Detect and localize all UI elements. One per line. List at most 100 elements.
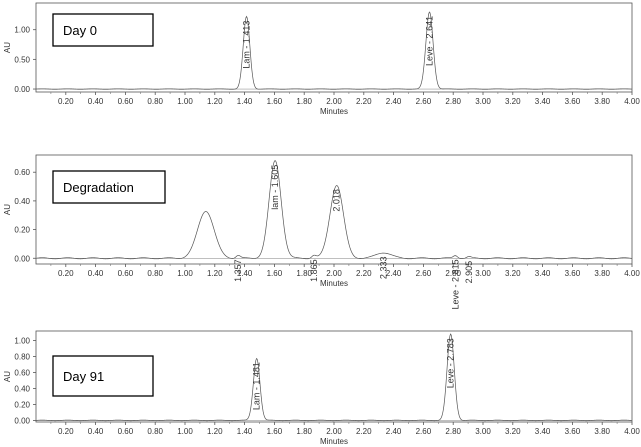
chart-panel: 0.00 0.20 0.40 0.60 0.80 1.00 0.20 0.40 0.60 0.80…: [3, 330, 640, 446]
y-tick-label: 0.60: [14, 168, 30, 177]
x-tick-label: 2.20: [356, 427, 372, 436]
chart-panel: 0.00 0.50 1.00 0.20 0.40 0.60 0.80 1.00 1.20 1.40…: [3, 2, 640, 116]
x-tick-label: 3.20: [505, 269, 521, 278]
x-tick-label: 3.60: [565, 269, 581, 278]
chart-panel: 0.00 0.20 0.40 0.60 0.20 0.40 0.60 0.80 1.00 1.20…: [3, 154, 640, 309]
chromatogram-trace: [35, 160, 633, 260]
x-tick-label: 4.00: [624, 427, 640, 436]
x-tick-label: 3.40: [535, 269, 551, 278]
x-tick-label: 3.00: [475, 427, 491, 436]
x-tick-label: 2.20: [356, 269, 372, 278]
y-tick-label: 0.00: [14, 416, 30, 425]
peak-label: 1.357: [233, 259, 243, 282]
x-tick-label: 1.20: [207, 269, 223, 278]
y-tick-label: 1.00: [14, 26, 30, 35]
peak-label: Lam - 1.413: [242, 21, 252, 69]
x-tick-label: 0.80: [147, 427, 163, 436]
x-tick-label: 2.80: [445, 427, 461, 436]
peak-label: Leve - 2.783: [446, 338, 456, 388]
x-tick-label: 2.40: [386, 427, 402, 436]
y-axis-label: AU: [3, 42, 12, 53]
x-tick-label: 1.40: [237, 427, 253, 436]
y-tick-label: 0.00: [14, 85, 30, 94]
x-tick-label: 2.60: [416, 269, 432, 278]
peak-label: 2.905: [464, 261, 474, 284]
x-tick-label: 1.40: [237, 97, 253, 106]
x-tick-label: 1.00: [177, 427, 193, 436]
x-tick-label: 3.80: [594, 269, 610, 278]
x-tick-label: 0.60: [118, 269, 134, 278]
x-tick-label: 3.60: [565, 427, 581, 436]
x-axis-label: Minutes: [320, 279, 348, 288]
chart-title: Day 91: [63, 369, 104, 384]
x-tick-label: 0.40: [88, 269, 104, 278]
x-tick-label: 2.40: [386, 97, 402, 106]
y-axis-label: AU: [3, 204, 12, 215]
x-tick-label: 0.80: [147, 269, 163, 278]
x-axis-label: Minutes: [320, 107, 348, 116]
x-tick-label: 3.00: [475, 97, 491, 106]
y-tick-label: 0.50: [14, 55, 30, 64]
x-tick-label: 0.20: [58, 97, 74, 106]
x-tick-label: 0.40: [88, 427, 104, 436]
x-tick-label: 1.20: [207, 97, 223, 106]
x-tick-label: 3.80: [594, 97, 610, 106]
x-tick-label: 4.00: [624, 269, 640, 278]
y-tick-label: 0.20: [14, 400, 30, 409]
x-tick-label: 1.40: [237, 269, 253, 278]
x-tick-label: 1.80: [296, 427, 312, 436]
x-tick-label: 3.20: [505, 97, 521, 106]
y-tick-label: 0.20: [14, 226, 30, 235]
x-tick-label: 1.60: [267, 269, 283, 278]
y-tick-label: 0.80: [14, 353, 30, 362]
y-tick-label: 1.00: [14, 337, 30, 346]
x-tick-label: 3.40: [535, 427, 551, 436]
x-tick-label: 0.60: [118, 427, 134, 436]
x-tick-label: 0.20: [58, 427, 74, 436]
x-tick-label: 3.60: [565, 97, 581, 106]
x-tick-label: 3.20: [505, 427, 521, 436]
peak-label: 2.333: [379, 257, 389, 280]
x-tick-label: 2.00: [326, 97, 342, 106]
x-tick-label: 1.60: [267, 97, 283, 106]
title-box: [52, 13, 154, 47]
x-tick-label: 0.40: [88, 97, 104, 106]
x-tick-label: 2.00: [326, 269, 342, 278]
x-tick-label: 2.60: [416, 97, 432, 106]
x-tick-label: 2.80: [445, 269, 461, 278]
chart-title: Day 0: [63, 23, 97, 38]
chart-title: Degradation: [63, 180, 134, 195]
peak-label: Lam - 1.481: [252, 362, 262, 410]
peak-label: 1.865: [309, 259, 319, 282]
chromatogram-trace: [35, 11, 633, 90]
x-tick-label: 0.60: [118, 97, 134, 106]
y-tick-label: 0.00: [14, 254, 30, 263]
x-tick-label: 2.40: [386, 269, 402, 278]
x-tick-label: 1.00: [177, 269, 193, 278]
x-tick-label: 4.00: [624, 97, 640, 106]
x-tick-label: 2.60: [416, 427, 432, 436]
x-tick-label: 3.00: [475, 269, 491, 278]
peak-label: Leve - 2.641: [425, 16, 435, 66]
y-axis-label: AU: [3, 371, 12, 382]
peak-label: 2.018: [332, 189, 342, 212]
x-tick-label: 1.20: [207, 427, 223, 436]
x-axis-label: Minutes: [320, 437, 348, 446]
y-tick-label: 0.40: [14, 197, 30, 206]
title-box: [52, 170, 166, 204]
x-tick-label: 2.20: [356, 97, 372, 106]
x-tick-label: 2.80: [445, 97, 461, 106]
x-tick-label: 1.60: [267, 427, 283, 436]
title-box: [52, 355, 154, 397]
peak-label: Leve - 2.815: [450, 259, 460, 309]
x-tick-label: 1.80: [296, 97, 312, 106]
x-tick-label: 1.80: [296, 269, 312, 278]
x-tick-label: 0.80: [147, 97, 163, 106]
y-tick-label: 0.40: [14, 384, 30, 393]
chromatogram-trace: [35, 333, 633, 422]
peak-label: lam - 1.605: [270, 165, 280, 210]
x-tick-label: 3.40: [535, 97, 551, 106]
x-tick-label: 3.80: [594, 427, 610, 436]
x-tick-label: 2.00: [326, 427, 342, 436]
